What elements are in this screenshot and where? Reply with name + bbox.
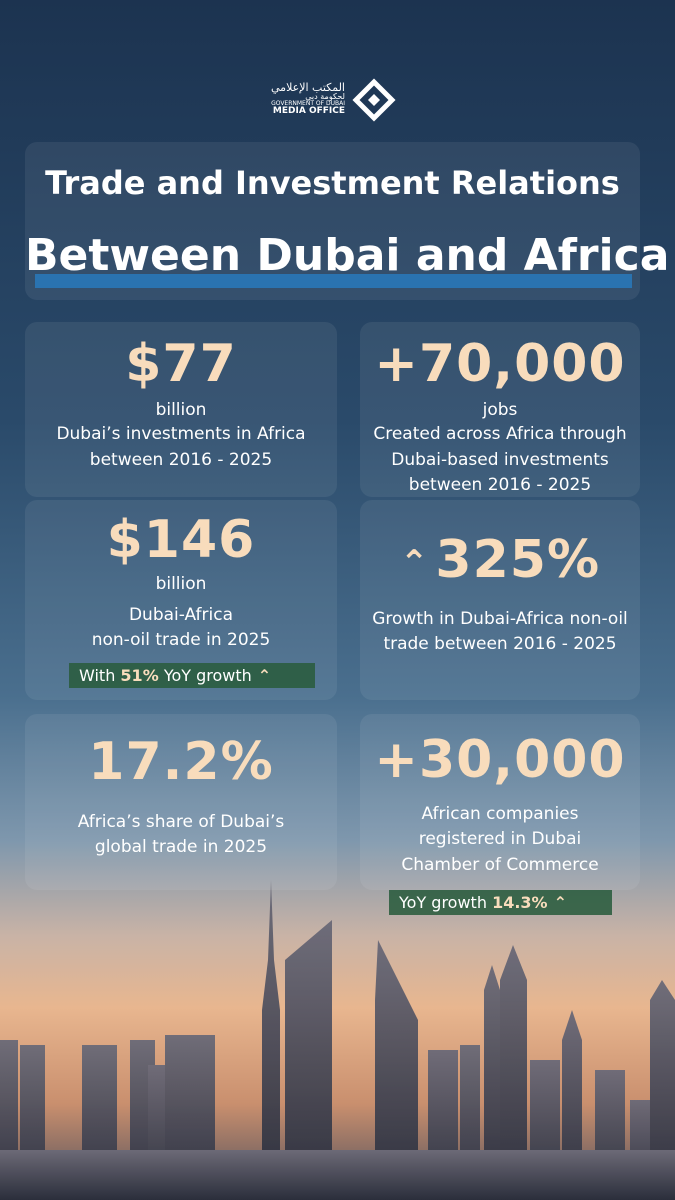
logo-text: لحكومة دبي — [305, 92, 345, 101]
logo-mark — [352, 78, 396, 122]
logo-text: GOVERNMENT OF DUBAI — [271, 100, 345, 107]
stat-value: +30,000 — [374, 730, 626, 790]
growth-icon: ⌃ — [553, 893, 567, 912]
stat-unit: billion — [155, 400, 207, 420]
growth-badge: YoY growth 14.3% ⌃ — [389, 890, 612, 915]
logo: المكتب الإعلامي لحكومة دبي GOVERNMENT OF… — [271, 82, 345, 116]
stat-unit: jobs — [482, 400, 518, 420]
stat-unit: billion — [155, 574, 207, 594]
stat-description: Created across Africa through — [373, 424, 627, 444]
badge-percent: 51% — [120, 666, 159, 685]
stat-description: Chamber of Commerce — [401, 855, 599, 875]
stat-description: trade between 2016 - 2025 — [383, 634, 617, 654]
title-underline — [35, 274, 632, 288]
stat-description: Growth in Dubai-Africa non-oil — [372, 609, 628, 629]
title: Trade and Investment Relations — [45, 164, 620, 202]
growth-badge: With 51% YoY growth ⌃ — [69, 663, 315, 688]
stat-value: $77 — [125, 334, 237, 394]
stat-description: African companies — [421, 804, 579, 824]
stat-card: $146 billion Dubai-Africa non-oil trade in … — [25, 500, 337, 700]
title-panel: Trade and Investment Relations Between D… — [25, 142, 670, 300]
stat-description: between 2016 - 2025 — [408, 475, 592, 495]
stat-value: +70,000 — [374, 334, 626, 394]
badge-percent: 14.3% — [492, 893, 548, 912]
badge-text: YoY growth — [163, 666, 252, 685]
stat-description: between 2016 - 2025 — [89, 450, 273, 470]
stat-description: global trade in 2025 — [94, 837, 268, 857]
stat-description: Dubai’s investments in Africa — [56, 424, 306, 444]
subtitle: Between Dubai and Africa — [25, 230, 670, 281]
stat-value: 17.2% — [88, 732, 274, 792]
logo-text: MEDIA OFFICE — [272, 106, 345, 116]
stat-card: $77 billion Dubai’s investments in Africa b… — [25, 322, 337, 497]
stat-card: +70,000 jobs Created across Africa through… — [360, 322, 640, 497]
stat-description: Africa’s share of Dubai’s — [77, 812, 285, 832]
stat-value: $146 — [106, 510, 256, 570]
growth-icon: ⌃ — [399, 543, 430, 583]
stat-card: ⌃ 325% Growth in Dubai-Africa non-oil trade… — [360, 500, 640, 700]
stat-description: non-oil trade in 2025 — [91, 630, 271, 650]
badge-text: YoY growth — [399, 893, 487, 912]
badge-text: With — [79, 666, 116, 685]
stat-card: +30,000 African companies registered in Du… — [360, 714, 640, 915]
stat-value: 325% — [435, 530, 601, 590]
logo-text: المكتب الإعلامي — [271, 81, 345, 94]
stat-card: 17.2% Africa’s share of Dubai’s global tra… — [25, 714, 337, 890]
growth-icon: ⌃ — [257, 666, 272, 685]
stat-description: Dubai-based investments — [391, 450, 609, 470]
stat-value-row: ⌃ 325% — [360, 530, 640, 590]
stat-description: registered in Dubai — [418, 829, 582, 849]
stat-description: Dubai-Africa — [128, 605, 234, 625]
